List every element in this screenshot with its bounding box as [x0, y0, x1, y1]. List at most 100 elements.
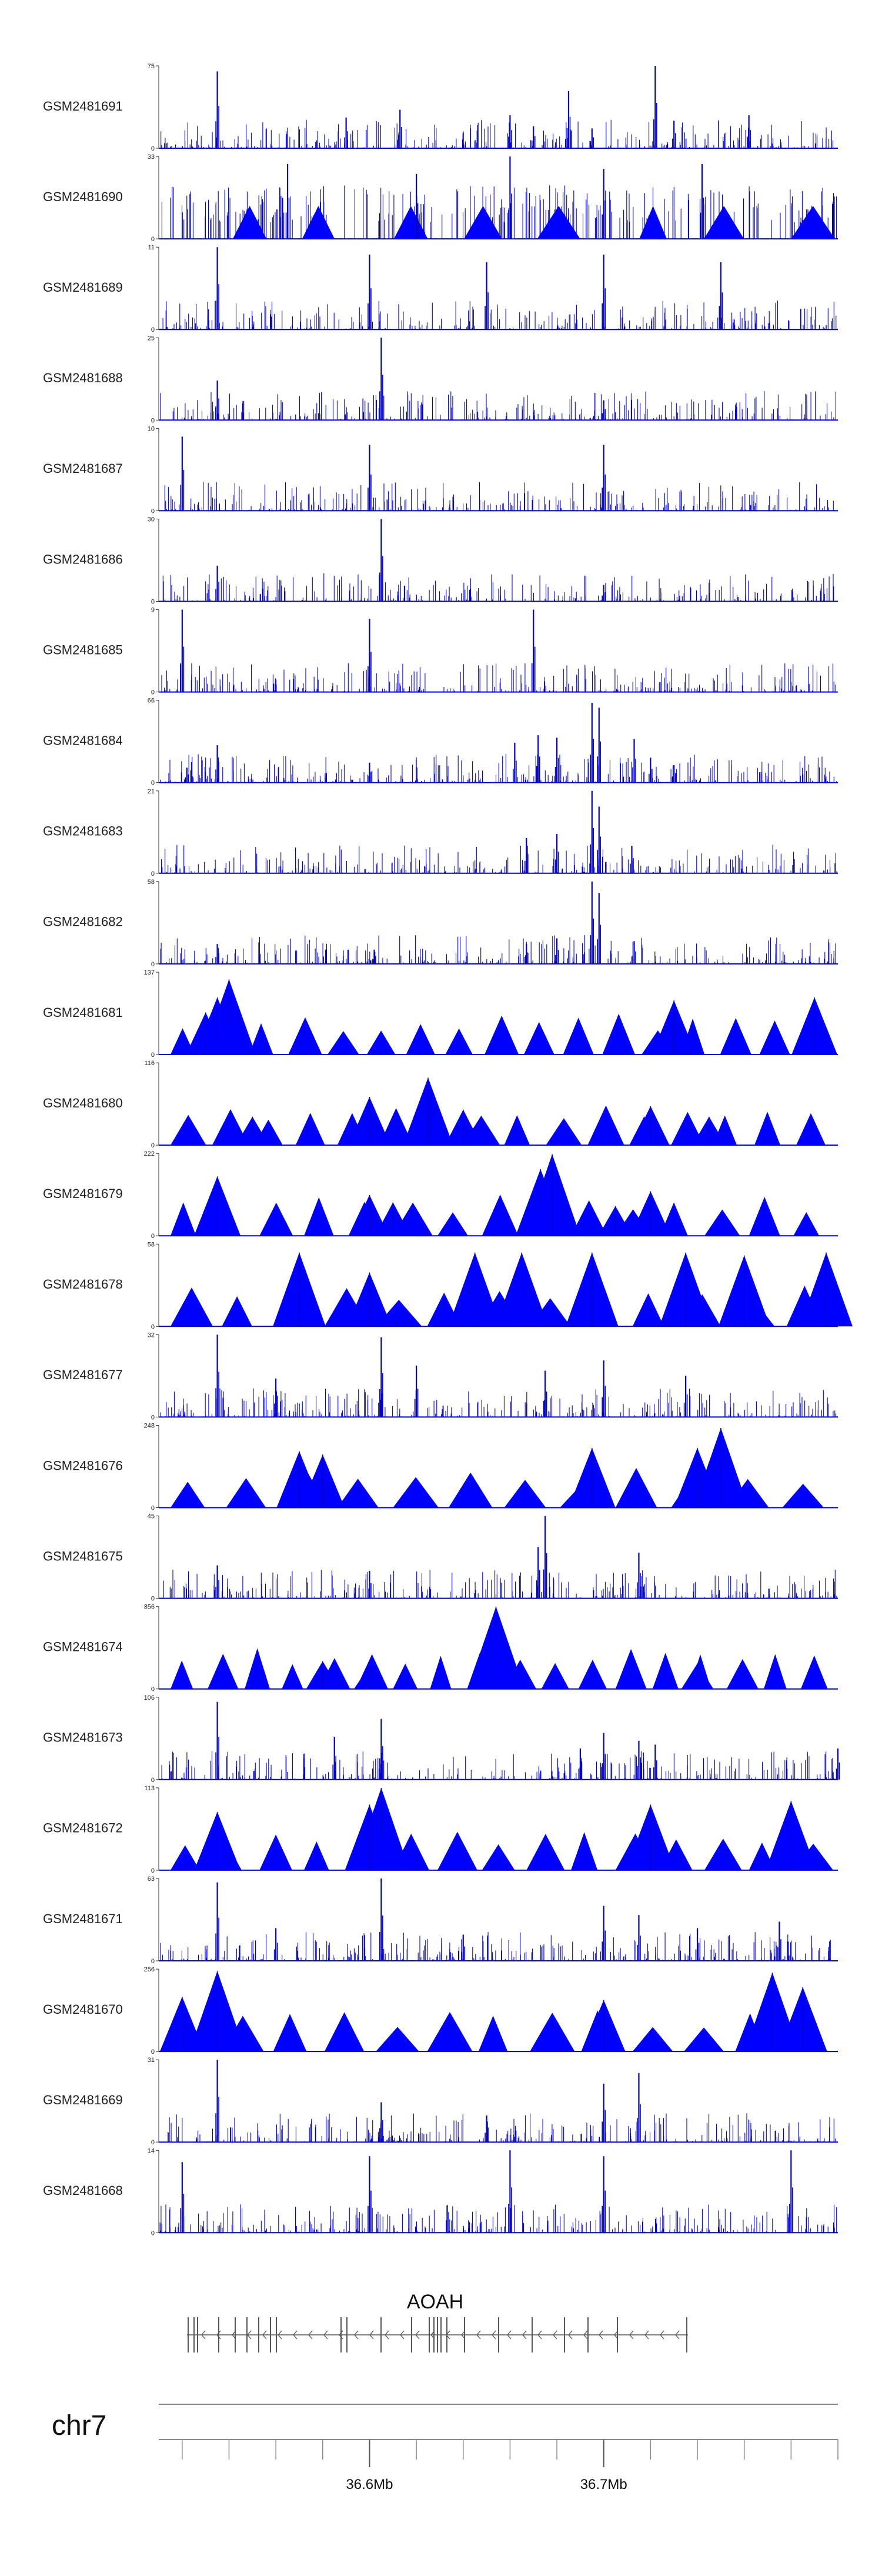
y-tick-label-zero: 0	[151, 2230, 155, 2237]
y-tick-label-max: 256	[144, 1966, 155, 1973]
track-GSM2481676: GSM2481676 248 0	[43, 1423, 838, 1512]
y-tick-label-zero: 0	[151, 1414, 155, 1421]
y-tick-label-max: 25	[148, 335, 155, 342]
strand-arrow-icon	[614, 2330, 619, 2340]
track-GSM2481683: GSM2481683 21 0	[43, 788, 838, 877]
y-tick-label-max: 58	[148, 879, 155, 886]
track-label: GSM2481690	[43, 189, 123, 204]
strand-arrow-icon	[599, 2330, 603, 2340]
coverage-gap-fill	[704, 206, 744, 239]
track-label: GSM2481688	[43, 371, 123, 385]
gene-name-label: AOAH	[407, 2291, 463, 2313]
track-label: GSM2481678	[43, 1277, 123, 1292]
track-GSM2481690: GSM2481690 33 0	[43, 154, 838, 243]
y-tick-label-zero: 0	[151, 1323, 155, 1330]
coverage-gap-fill	[302, 206, 335, 239]
track-label: GSM2481680	[43, 1096, 123, 1110]
y-tick-label-zero: 0	[151, 508, 155, 515]
strand-arrow-icon	[461, 2330, 466, 2340]
track-label: GSM2481681	[43, 1005, 123, 1020]
y-tick-label-max: 45	[148, 1513, 155, 1520]
y-tick-label-zero: 0	[151, 689, 155, 696]
y-tick-label-max: 21	[148, 788, 155, 795]
y-tick-label-max: 106	[144, 1694, 155, 1701]
coverage-signal	[161, 1751, 834, 1780]
y-tick-label-zero: 0	[151, 1958, 155, 1965]
track-GSM2481687: GSM2481687 10 0	[43, 425, 838, 515]
strand-arrow-icon	[354, 2330, 359, 2340]
gene-track: AOAH	[187, 2291, 688, 2353]
coverage-tracks: GSM2481691750GSM2481690330GSM2481689110G…	[43, 63, 853, 2237]
strand-arrow-icon	[415, 2330, 420, 2340]
y-tick-label-zero: 0	[151, 2139, 155, 2146]
coverage-triangles	[171, 1105, 826, 1146]
track-GSM2481668: GSM2481668 14 0	[43, 2147, 838, 2237]
coverage-gap-fill	[791, 206, 835, 239]
coverage-signal	[160, 1932, 834, 1961]
coverage-gap-fill	[232, 206, 267, 239]
y-tick-label-max: 356	[144, 1604, 155, 1611]
strand-arrow-icon	[522, 2330, 527, 2340]
track-GSM2481669: GSM2481669 31 0	[43, 2057, 838, 2146]
strand-arrow-icon	[369, 2330, 374, 2340]
y-tick-label-zero: 0	[151, 1777, 155, 1784]
track-label: GSM2481674	[43, 1640, 123, 1654]
track-GSM2481682: GSM2481682 58 0	[43, 879, 838, 968]
track-label: GSM2481683	[43, 824, 123, 839]
strand-arrow-icon	[537, 2330, 542, 2340]
track-label: GSM2481679	[43, 1186, 123, 1201]
strand-arrow-icon	[262, 2330, 267, 2340]
y-tick-label-zero: 0	[151, 1233, 155, 1240]
coverage-gap-fill	[639, 206, 667, 239]
y-tick-label-max: 58	[148, 1241, 155, 1248]
coverage-triangles	[171, 1831, 833, 1870]
track-GSM2481680: GSM2481680 116 0	[43, 1060, 838, 1149]
coverage-signal	[162, 1570, 837, 1599]
y-tick-label-zero: 0	[151, 780, 155, 787]
coverage-triangles	[171, 1013, 828, 1055]
track-label: GSM2481682	[43, 915, 123, 929]
y-tick-label-zero: 0	[151, 961, 155, 968]
strand-arrow-icon	[278, 2330, 282, 2340]
track-label: GSM2481668	[43, 2183, 123, 2198]
track-label: GSM2481686	[43, 552, 123, 566]
strand-arrow-icon	[293, 2330, 298, 2340]
y-tick-label-zero: 0	[151, 326, 155, 333]
strand-arrow-icon	[492, 2330, 496, 2340]
coverage-signal	[168, 2113, 837, 2143]
track-label: GSM2481670	[43, 2002, 123, 2017]
track-GSM2481672: GSM2481672 113 0	[43, 1785, 838, 1874]
y-tick-label-max: 116	[144, 1060, 155, 1067]
track-label: GSM2481669	[43, 2093, 123, 2107]
track-GSM2481670: GSM2481670 256 0	[43, 1966, 838, 2056]
y-tick-label-max: 33	[148, 154, 155, 161]
strand-arrow-icon	[385, 2330, 389, 2340]
y-tick-label-zero: 0	[151, 145, 155, 152]
y-tick-label-max: 63	[148, 1876, 155, 1883]
coverage-triangles	[171, 1194, 820, 1236]
track-label: GSM2481685	[43, 642, 123, 657]
strand-arrow-icon	[629, 2330, 634, 2340]
coverage-gap-fill	[464, 206, 502, 239]
y-tick-label-max: 32	[148, 1332, 155, 1339]
track-label: GSM2481684	[43, 733, 123, 748]
track-label: GSM2481676	[43, 1458, 123, 1473]
track-GSM2481673: GSM2481673 106 0	[43, 1694, 840, 1784]
coverage-signal	[160, 1388, 837, 1417]
strand-arrow-icon	[660, 2330, 664, 2340]
y-tick-label-max: 11	[148, 244, 155, 251]
strand-arrow-icon	[247, 2330, 252, 2340]
strand-arrow-icon	[216, 2330, 221, 2340]
coverage-triangles	[171, 1286, 823, 1327]
strand-arrow-icon	[675, 2330, 680, 2340]
strand-arrow-icon	[400, 2330, 405, 2340]
track-GSM2481681: GSM2481681 137 0	[43, 969, 838, 1059]
track-GSM2481689: GSM2481689 11 0	[43, 244, 838, 333]
track-label: GSM2481673	[43, 1730, 123, 1745]
track-GSM2481691: GSM2481691 75 0	[43, 63, 838, 152]
track-label: GSM2481691	[43, 99, 123, 114]
coverage-signal	[160, 754, 837, 783]
track-GSM2481671: GSM2481671 63 0	[43, 1876, 838, 1965]
strand-arrow-icon	[476, 2330, 481, 2340]
